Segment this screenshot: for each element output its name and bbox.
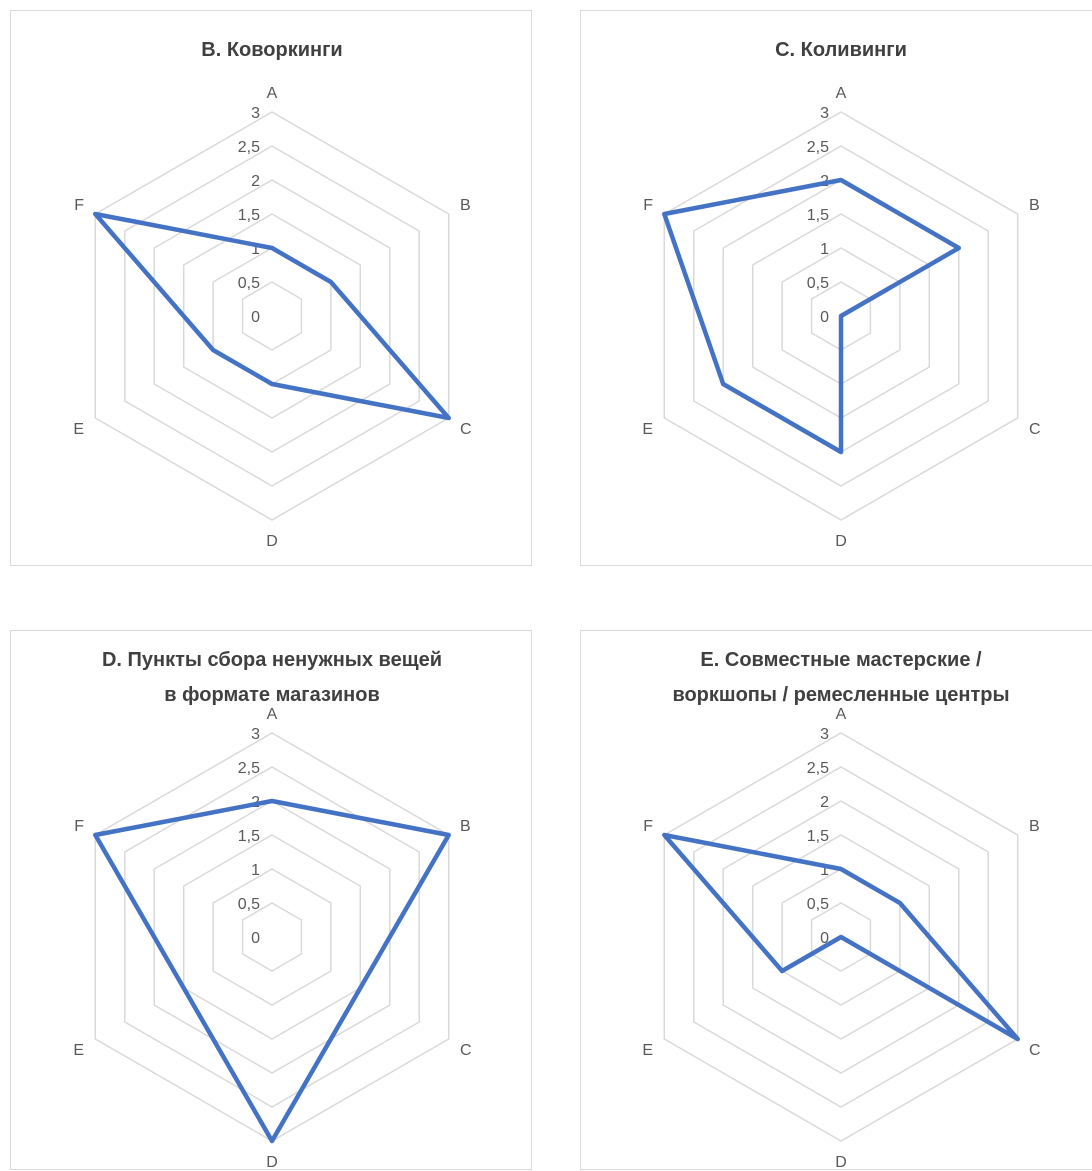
tick-label: 0 <box>820 309 829 326</box>
tick-label: 0,5 <box>238 896 260 913</box>
tick-label: 1 <box>251 241 260 258</box>
chart-title: в формате магазинов <box>164 684 380 706</box>
tick-label: 0 <box>251 930 260 947</box>
grid-ring <box>722 800 960 1074</box>
radar-svg: B. Коворкинги 0 0,5 1 1,5 2 2,5 3A B C D E F <box>73 39 472 550</box>
chart-title: E. Совместные мастерские / <box>700 649 982 671</box>
radar-chart-collection-points: D. Пункты сбора ненужных вещей в формате … <box>10 630 532 1171</box>
tick-label: 1,5 <box>807 207 829 224</box>
series-line <box>93 798 451 1144</box>
category-label: F <box>74 818 84 835</box>
category-label: A <box>267 85 278 102</box>
tick-label: 1,5 <box>807 828 829 845</box>
tick-label: 3 <box>251 105 260 122</box>
category-label: E <box>642 1042 653 1059</box>
category-label: B <box>1029 818 1040 835</box>
category-label: E <box>73 1042 84 1059</box>
series-line <box>93 211 451 421</box>
grid-ring <box>182 834 362 1040</box>
radar-chart-coworkings: B. Коворкинги 0 0,5 1 1,5 2 2,5 3 A B C D E F <box>10 10 532 566</box>
category-label: A <box>836 85 847 102</box>
tick-label: 2 <box>251 173 260 190</box>
category-label: E <box>642 421 653 438</box>
category-label: F <box>643 818 653 835</box>
tick-label: 2,5 <box>807 139 829 156</box>
radar-svg: E. Совместные мастерские / воркшопы / рем… <box>642 649 1041 1171</box>
radar-svg: D. Пункты сбора ненужных вещей в формате … <box>73 649 472 1171</box>
category-label: C <box>460 1042 472 1059</box>
category-label: B <box>460 818 471 835</box>
chart-title: воркшопы / ремесленные центры <box>672 684 1009 706</box>
grid-ring <box>241 902 303 972</box>
grid-ring <box>182 213 362 419</box>
chart-title: C. Коливинги <box>775 39 907 61</box>
tick-label: 1,5 <box>238 207 260 224</box>
grid-ring <box>810 902 872 972</box>
grid-ring <box>153 179 391 453</box>
grid-ring <box>693 766 989 1108</box>
radar-chart-colivings: C. Коливинги 0 0,5 1 1,5 2 2,5 3 A B C D E F <box>580 10 1092 566</box>
category-label: B <box>460 197 471 214</box>
tick-label: 1 <box>820 862 829 879</box>
category-label: D <box>266 1154 278 1171</box>
tick-label: 3 <box>820 726 829 743</box>
tick-label: 1 <box>251 862 260 879</box>
grid-ring <box>241 281 303 351</box>
series-line <box>662 832 1020 1042</box>
chart-title: B. Коворкинги <box>201 39 342 61</box>
chart-title: D. Пункты сбора ненужных вещей <box>102 649 442 671</box>
grid-ring <box>94 111 450 521</box>
tick-label: 2 <box>820 794 829 811</box>
radar-chart-workshops: E. Совместные мастерские / воркшопы / рем… <box>580 630 1092 1171</box>
grid-ring <box>124 766 420 1108</box>
grid-ring <box>693 145 989 487</box>
tick-label: 0,5 <box>238 275 260 292</box>
category-label: D <box>266 533 278 550</box>
tick-label: 2,5 <box>238 760 260 777</box>
tick-label: 2,5 <box>238 139 260 156</box>
grid-ring <box>124 145 420 487</box>
category-label: D <box>835 1154 847 1171</box>
grid-ring <box>751 834 931 1040</box>
category-label: E <box>73 421 84 438</box>
category-label: D <box>835 533 847 550</box>
category-label: C <box>1029 1042 1041 1059</box>
category-label: C <box>1029 421 1041 438</box>
category-label: A <box>836 706 847 723</box>
grid-ring <box>212 247 332 385</box>
tick-label: 0 <box>251 309 260 326</box>
category-label: C <box>460 421 472 438</box>
grid-ring <box>153 800 391 1074</box>
tick-label: 0,5 <box>807 896 829 913</box>
series-line <box>662 177 962 455</box>
category-label: F <box>74 197 84 214</box>
grid-ring <box>212 868 332 1006</box>
category-label: B <box>1029 197 1040 214</box>
tick-label: 0 <box>820 930 829 947</box>
tick-label: 2,5 <box>807 760 829 777</box>
tick-label: 3 <box>820 105 829 122</box>
tick-label: 1,5 <box>238 828 260 845</box>
tick-label: 0,5 <box>807 275 829 292</box>
category-label: F <box>643 197 653 214</box>
tick-label: 1 <box>820 241 829 258</box>
tick-label: 3 <box>251 726 260 743</box>
category-label: A <box>267 706 278 723</box>
grid-ring <box>94 732 450 1142</box>
